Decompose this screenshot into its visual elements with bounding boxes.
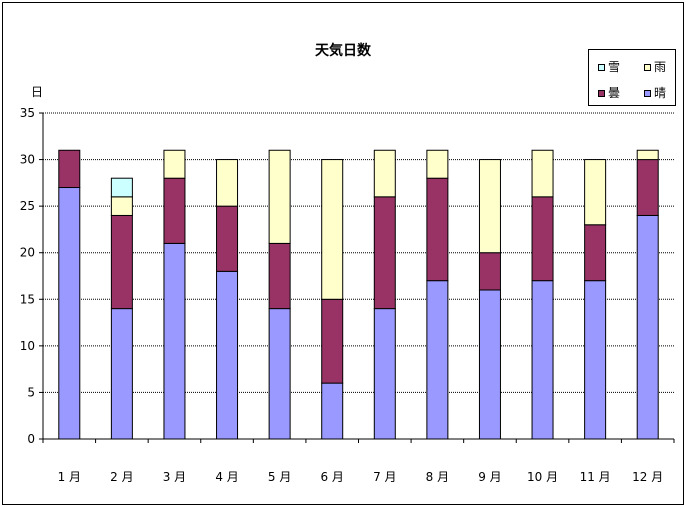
- legend-label-sunny: 晴: [654, 86, 667, 100]
- y-tick-label: 20: [20, 246, 35, 260]
- bar-cloudy: [163, 177, 186, 244]
- bar-rain: [216, 159, 239, 207]
- legend-swatch-cloudy: [598, 89, 605, 97]
- y-tick-label: 0: [27, 432, 35, 446]
- legend-item-cloudy: 曇: [598, 86, 620, 100]
- x-tick-label: 5 月: [268, 470, 291, 484]
- bar-sunny: [216, 270, 239, 440]
- y-tick-label: 5: [27, 385, 35, 399]
- bar-cloudy: [373, 196, 396, 310]
- legend-item-snow: 雪: [598, 60, 620, 74]
- x-tick-label: 7 月: [373, 470, 396, 484]
- bar-cloudy: [58, 149, 81, 189]
- x-tick-label: 12 月: [632, 470, 663, 484]
- legend-label-cloudy: 曇: [608, 86, 621, 100]
- bar-sunny: [584, 280, 607, 440]
- y-tick-label: 35: [20, 106, 35, 120]
- bar-rain: [426, 149, 449, 179]
- bar-sunny: [636, 214, 659, 440]
- legend-item-sunny: 晴: [644, 86, 666, 100]
- bar-rain: [584, 159, 607, 226]
- bar-rain: [268, 149, 291, 244]
- legend-swatch-sunny: [644, 89, 651, 97]
- y-tick-label: 30: [20, 153, 35, 167]
- bar-cloudy: [216, 205, 239, 272]
- plot-background: [43, 113, 674, 439]
- bar-cloudy: [478, 252, 501, 291]
- bar-sunny: [163, 242, 186, 440]
- bar-sunny: [426, 280, 449, 440]
- y-axis-label: 日: [31, 85, 44, 99]
- bar-rain: [110, 196, 133, 216]
- bar-sunny: [478, 289, 501, 440]
- bar-cloudy: [321, 298, 344, 384]
- bar-rain: [321, 159, 344, 300]
- y-tick-label: 15: [20, 292, 35, 306]
- x-tick-label: 3 月: [163, 470, 186, 484]
- legend-label-snow: 雪: [608, 60, 621, 74]
- bar-cloudy: [268, 242, 291, 310]
- x-tick-label: 2 月: [110, 470, 133, 484]
- bar-sunny: [321, 382, 344, 440]
- bar-rain: [636, 149, 659, 161]
- bar-cloudy: [426, 177, 449, 282]
- bar-cloudy: [110, 214, 133, 310]
- bar-sunny: [373, 308, 396, 440]
- legend-item-rain: 雨: [644, 60, 666, 74]
- legend: 雪 雨 曇 晴: [588, 49, 676, 106]
- bar-rain: [373, 149, 396, 198]
- x-tick-label: 1 月: [58, 470, 81, 484]
- bar-rain: [531, 149, 554, 198]
- legend-swatch-rain: [644, 63, 651, 71]
- x-tick-label: 8 月: [426, 470, 449, 484]
- bar-sunny: [58, 187, 81, 440]
- legend-swatch-snow: [598, 63, 605, 71]
- bar-cloudy: [636, 159, 659, 216]
- bar-sunny: [110, 308, 133, 440]
- y-tick-label: 25: [20, 199, 35, 213]
- bar-rain: [478, 159, 501, 254]
- bar-cloudy: [531, 196, 554, 282]
- bar-rain: [163, 149, 186, 179]
- bar-sunny: [268, 308, 291, 440]
- legend-label-rain: 雨: [654, 60, 667, 74]
- bar-snow: [110, 177, 133, 198]
- x-tick-label: 6 月: [320, 470, 343, 484]
- bar-sunny: [531, 280, 554, 440]
- x-tick-label: 4 月: [215, 470, 238, 484]
- x-tick-label: 11 月: [580, 470, 611, 484]
- x-tick-label: 9 月: [478, 470, 501, 484]
- bar-cloudy: [584, 224, 607, 282]
- y-tick-label: 10: [20, 339, 35, 353]
- chart-title: 天気日数: [315, 43, 371, 59]
- x-tick-label: 10 月: [527, 470, 558, 484]
